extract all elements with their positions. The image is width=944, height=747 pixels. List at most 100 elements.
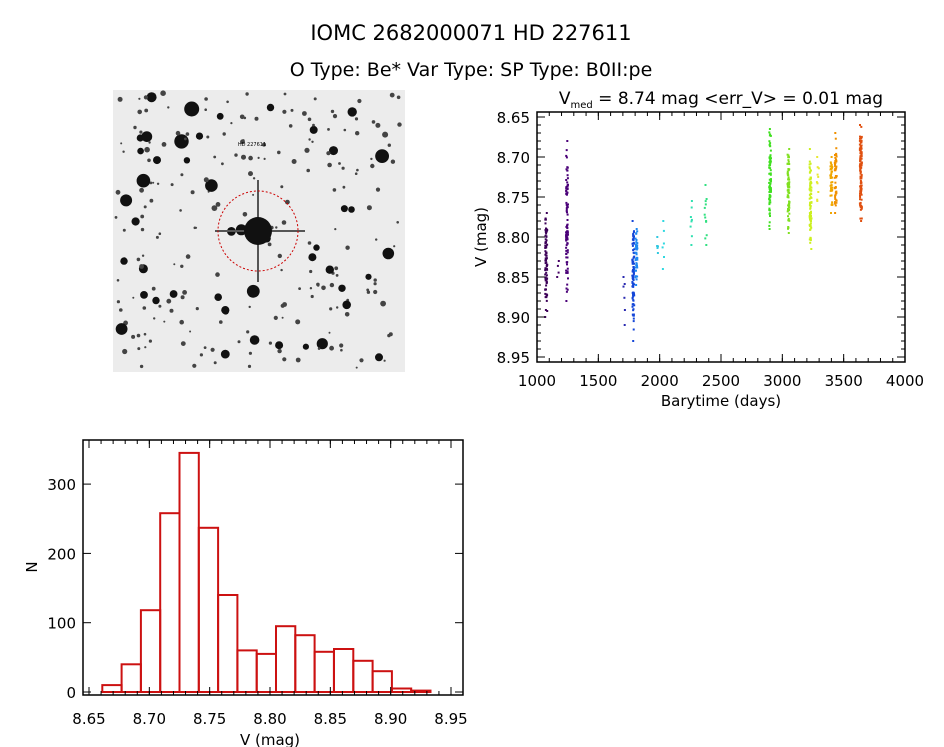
- star: [136, 173, 151, 188]
- data-point: [817, 167, 820, 170]
- data-point: [632, 268, 635, 270]
- data-point: [829, 194, 832, 197]
- data-point: [690, 244, 693, 246]
- data-point: [705, 234, 708, 237]
- data-point: [631, 220, 634, 222]
- data-point: [809, 205, 812, 208]
- star: [330, 109, 335, 114]
- star: [226, 100, 229, 104]
- data-point: [808, 160, 811, 163]
- data-point: [566, 213, 569, 216]
- data-point: [769, 158, 772, 160]
- data-point: [636, 230, 639, 233]
- data-point: [769, 172, 772, 175]
- star: [122, 150, 125, 153]
- data-point: [769, 169, 772, 172]
- star: [153, 156, 161, 165]
- data-point: [633, 248, 636, 251]
- data-point: [859, 196, 862, 199]
- data-point: [690, 218, 693, 221]
- data-point: [860, 184, 862, 187]
- data-point: [834, 201, 836, 204]
- data-point: [808, 215, 811, 217]
- data-point: [768, 207, 771, 210]
- data-point: [835, 165, 838, 168]
- star: [312, 123, 315, 127]
- star: [160, 90, 166, 96]
- data-point: [787, 174, 790, 177]
- data-point: [860, 139, 863, 142]
- data-point: [786, 172, 789, 175]
- data-point: [662, 242, 665, 245]
- star: [133, 125, 137, 130]
- data-point: [566, 177, 569, 180]
- star: [288, 124, 293, 128]
- data-point: [636, 258, 639, 261]
- data-point: [769, 164, 771, 167]
- star: [397, 122, 402, 127]
- plot-frame: [82, 439, 464, 696]
- data-point: [633, 235, 635, 238]
- star: [382, 131, 389, 138]
- data-point: [860, 198, 863, 201]
- data-point: [834, 137, 837, 140]
- data-point: [835, 147, 838, 150]
- star: [282, 357, 287, 362]
- star: [393, 245, 396, 248]
- title-v: V: [559, 89, 571, 109]
- star: [180, 264, 184, 268]
- star: [180, 173, 184, 177]
- star: [136, 333, 141, 338]
- data-point: [768, 197, 771, 200]
- data-point: [860, 144, 863, 147]
- star: [189, 330, 192, 333]
- star: [215, 272, 220, 277]
- data-point: [631, 297, 634, 300]
- data-point: [566, 181, 569, 184]
- data-point: [631, 262, 634, 265]
- data-point: [546, 243, 549, 246]
- star: [304, 147, 310, 153]
- star: [339, 343, 344, 348]
- data-point: [633, 294, 636, 297]
- star: [203, 346, 207, 349]
- data-point: [817, 191, 820, 193]
- data-point: [631, 258, 634, 261]
- data-point: [860, 187, 863, 190]
- data-point: [635, 278, 638, 281]
- data-point: [787, 168, 790, 170]
- star: [149, 181, 153, 185]
- data-point: [810, 169, 812, 172]
- data-point: [834, 181, 837, 184]
- star: [316, 282, 320, 287]
- data-point: [565, 156, 568, 159]
- data-point: [768, 140, 771, 143]
- data-point: [632, 256, 635, 259]
- star: [117, 96, 123, 102]
- axes: 8.65 8.70 8.75 8.80 8.85 8.90 8.95 0 100 200 300: [47, 440, 468, 728]
- star: [263, 157, 266, 160]
- data-point: [809, 184, 812, 187]
- data-point: [635, 253, 638, 256]
- star: [116, 279, 120, 282]
- star: [306, 168, 311, 173]
- data-point: [633, 270, 636, 273]
- data-point: [565, 186, 568, 188]
- data-point: [769, 149, 772, 152]
- star: [203, 177, 209, 183]
- data-point: [545, 288, 547, 291]
- data-point: [566, 242, 569, 245]
- star: [248, 171, 253, 177]
- star: [235, 224, 247, 236]
- data-point: [787, 178, 790, 181]
- star: [246, 330, 250, 334]
- data-point: [810, 201, 813, 204]
- star: [151, 286, 156, 291]
- data-point: [835, 155, 838, 158]
- data-point: [859, 176, 862, 179]
- y-axis-label: V (mag): [472, 207, 490, 267]
- star: [262, 142, 266, 147]
- data-point: [623, 283, 626, 285]
- data-point: [808, 193, 811, 196]
- data-point: [834, 163, 836, 166]
